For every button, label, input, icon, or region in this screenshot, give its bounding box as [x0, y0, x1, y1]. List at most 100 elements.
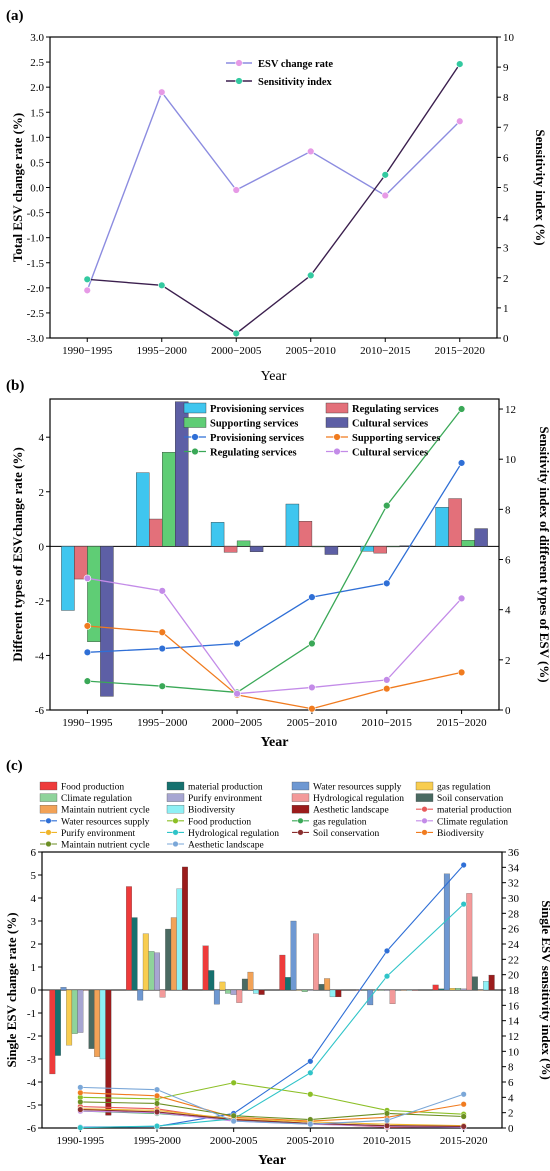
c-legend-marker-4 [421, 817, 428, 824]
c-y-axis-title: Single ESV change rate (%) [4, 912, 19, 1067]
c-y2-tick-label: 2 [508, 1108, 514, 1120]
c-bar-10 [488, 974, 495, 991]
c-legend-line-label-10: Aesthetic landscape [188, 841, 264, 851]
a-x-tick-label: 2015−2020 [435, 345, 486, 357]
b-bar-3 [474, 528, 488, 547]
a-series-1-point [307, 271, 315, 280]
c-line-9 [80, 1101, 464, 1121]
a-legend-label-1: Sensitivity index [258, 77, 333, 88]
a-series-1-point [158, 281, 166, 290]
c-bar-0 [126, 886, 132, 991]
c-line-10 [80, 1086, 464, 1125]
b-y2-tick-label: 8 [505, 504, 511, 516]
a-y2-tick-label: 3 [503, 243, 509, 255]
c-bar-1 [131, 917, 138, 991]
c-bar-8 [247, 971, 254, 991]
c-line-9-point [230, 1112, 237, 1119]
c-x-tick-label: 2015-2020 [440, 1135, 488, 1147]
b-line-3-point [457, 594, 466, 603]
a-y2-tick-label: 5 [503, 183, 509, 195]
c-legend-marker-6 [172, 829, 179, 836]
b-line-0-point [158, 644, 166, 653]
a-y2-tick-label: 2 [503, 273, 509, 285]
c-line-7-point [384, 1122, 391, 1129]
b-bar-3 [100, 546, 114, 697]
c-y2-tick-label: 10 [508, 1046, 520, 1058]
c-legend-line-label-5: Purify environment [61, 828, 136, 839]
c-legend-swatch-5 [166, 793, 185, 802]
c-bar-5 [77, 989, 84, 1033]
b-bar-2 [311, 546, 326, 548]
c-line-9-point [153, 1100, 160, 1107]
c-line-9-point [460, 1113, 467, 1120]
c-bar-6 [313, 933, 319, 991]
c-legend-bar-label-8: Maintain nutrient cycle [61, 806, 150, 816]
a-x-tick-label: 2000−2005 [211, 345, 262, 357]
b-bar-0 [210, 522, 225, 547]
c-line-9-point [384, 1110, 391, 1117]
c-bar-7 [471, 976, 478, 991]
c-line-10-point [230, 1118, 237, 1125]
c-bar-0 [49, 989, 56, 1075]
b-line-2-point [457, 405, 466, 413]
a-y2-tick-label: 10 [503, 32, 515, 44]
b-y-tick-label: -2 [35, 596, 44, 608]
a-y-tick-label: -1.0 [27, 233, 45, 245]
c-y2-tick-label: 0 [508, 1123, 514, 1135]
b-line-2 [87, 408, 463, 694]
c-legend-swatch-8 [39, 805, 58, 814]
c-legend-marker-5 [45, 829, 52, 836]
c-bar-5 [460, 988, 467, 991]
c-legend-line-label-0: material production [437, 806, 512, 816]
c-line-1-point [307, 1058, 314, 1065]
c-bar-7 [241, 978, 248, 991]
a-series-1-point [381, 171, 389, 179]
a-series-1-point [456, 60, 464, 68]
c-y2-tick-label: 18 [508, 985, 520, 997]
c-legend-marker-3 [297, 817, 304, 824]
c-legend-line-label-9: Maintain nutrient cycle [61, 841, 150, 851]
c-line-2 [80, 1082, 464, 1115]
c-bar-1 [285, 977, 291, 991]
c-y2-tick-label: 32 [508, 878, 519, 890]
a-x-tick-label: 2010−2015 [360, 345, 411, 357]
c-line-5 [80, 1108, 464, 1127]
a-y2-axis-title: Sensitivity index (%) [533, 129, 548, 245]
c-bar-2 [290, 920, 297, 991]
c-bar-3 [219, 981, 226, 991]
b-legend-swatch-2 [183, 417, 207, 428]
c-bar-7 [395, 989, 402, 991]
c-bar-6 [159, 989, 166, 998]
c-legend-bar-label-5: Purify environment [188, 793, 263, 804]
b-line-1-point [83, 622, 92, 630]
a-y-tick-label: -2.5 [27, 308, 45, 320]
b-plot-frame [49, 398, 500, 711]
b-line-0 [87, 462, 463, 653]
b-bar-0 [136, 472, 150, 547]
b-legend-bar-label-0: Provisioning services [210, 404, 304, 415]
c-bar-10 [412, 989, 418, 991]
c-bar-1 [208, 970, 215, 991]
a-y-tick-label: 0.0 [30, 183, 44, 195]
c-line-8-point [153, 1092, 160, 1099]
c-line-6-point [460, 901, 467, 908]
b-legend-bar-label-2: Supporting services [210, 419, 298, 430]
c-legend-line-label-1: Water resources supply [61, 817, 150, 827]
b-line-3-point [233, 689, 241, 698]
c-bar-6 [466, 893, 473, 991]
b-bar-1 [149, 518, 163, 547]
b-y-tick-label: 2 [39, 487, 45, 499]
b-legend-line-label-1: Supporting services [352, 433, 440, 444]
a-series-0-point [456, 117, 464, 125]
c-legend-marker-9 [45, 841, 52, 848]
c-bar-2 [60, 987, 67, 991]
c-x-tick-label: 2005-2010 [286, 1135, 334, 1147]
b-line-0-point [83, 648, 92, 657]
b-legend-line-label-3: Cultural services [352, 448, 428, 459]
b-bar-3 [324, 546, 339, 555]
c-legend-bar-label-2: Water resources supply [313, 783, 402, 793]
c-bar-8 [400, 989, 407, 991]
b-x-tick-label: 2000−2005 [212, 717, 263, 729]
c-bar-3 [449, 988, 456, 991]
c-bar-6 [236, 989, 243, 1003]
